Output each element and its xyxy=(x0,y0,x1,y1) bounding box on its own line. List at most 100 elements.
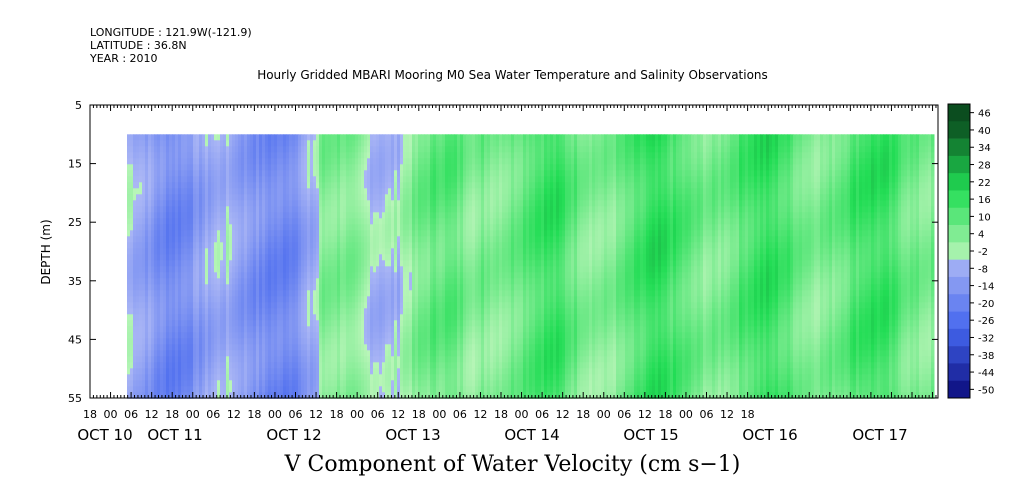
field-cell xyxy=(361,212,365,219)
field-cell xyxy=(193,368,197,375)
field-cell xyxy=(325,152,329,159)
field-cell xyxy=(433,272,437,279)
field-cell xyxy=(388,332,392,339)
field-cell xyxy=(421,338,425,345)
field-cell xyxy=(133,302,137,309)
field-cell xyxy=(274,320,278,327)
field-cell xyxy=(460,314,464,321)
field-cell xyxy=(157,230,161,237)
field-cell xyxy=(235,242,239,249)
field-cell xyxy=(394,380,398,387)
field-cell xyxy=(364,308,368,315)
field-cell xyxy=(454,338,458,345)
field-cell xyxy=(433,284,437,291)
field-cell xyxy=(403,194,407,201)
field-cell xyxy=(214,308,218,315)
field-cell xyxy=(178,284,182,291)
field-cell xyxy=(202,200,206,207)
field-cell xyxy=(307,230,311,237)
field-cell xyxy=(313,254,317,261)
field-cell xyxy=(310,344,314,351)
field-cell xyxy=(208,272,212,279)
field-cell xyxy=(304,344,308,351)
field-cell xyxy=(274,326,278,333)
field-cell xyxy=(232,332,236,339)
field-cell xyxy=(379,296,383,303)
field-cell xyxy=(256,146,260,153)
field-cell xyxy=(148,314,152,321)
field-cell xyxy=(142,194,146,201)
field-cell xyxy=(253,374,257,381)
field-cell xyxy=(298,188,302,195)
field-cell xyxy=(403,320,407,327)
field-cell xyxy=(322,266,326,273)
field-cell xyxy=(370,260,374,267)
field-cell xyxy=(214,338,218,345)
field-cell xyxy=(145,188,149,195)
field-cell xyxy=(400,290,404,297)
field-cell xyxy=(190,248,194,255)
field-cell xyxy=(433,314,437,321)
field-cell xyxy=(127,182,131,189)
field-cell xyxy=(424,218,428,225)
field-cell xyxy=(313,182,317,189)
field-cell xyxy=(301,152,305,159)
field-cell xyxy=(142,338,146,345)
field-cell xyxy=(130,140,134,147)
field-cell xyxy=(421,140,425,147)
field-cell xyxy=(433,218,437,225)
field-cell xyxy=(163,332,167,339)
field-cell xyxy=(463,266,467,273)
field-cell xyxy=(283,236,287,243)
field-cell xyxy=(244,344,248,351)
field-cell xyxy=(460,368,464,375)
field-cell xyxy=(454,218,458,225)
field-cell xyxy=(367,260,371,267)
field-cell xyxy=(313,374,317,381)
field-cell xyxy=(223,182,227,189)
field-cell xyxy=(400,164,404,171)
field-cell xyxy=(307,326,311,333)
field-cell xyxy=(400,308,404,315)
field-cell xyxy=(355,284,359,291)
field-cell xyxy=(454,140,458,147)
field-cell xyxy=(292,356,296,363)
field-cell xyxy=(448,344,452,351)
field-cell xyxy=(310,230,314,237)
field-cell xyxy=(382,302,386,309)
field-cell xyxy=(463,320,467,327)
field-cell xyxy=(364,380,368,387)
field-cell xyxy=(208,314,212,321)
field-cell xyxy=(397,224,401,231)
field-cell xyxy=(364,338,368,345)
field-cell xyxy=(391,230,395,237)
field-cell xyxy=(136,296,140,303)
field-cell xyxy=(322,332,326,339)
field-cell xyxy=(181,260,185,267)
field-cell xyxy=(190,224,194,231)
field-cell xyxy=(358,380,362,387)
field-cell xyxy=(136,194,140,201)
field-cell xyxy=(250,320,254,327)
field-cell xyxy=(199,356,203,363)
field-cell xyxy=(433,326,437,333)
field-cell xyxy=(262,134,266,141)
field-cell xyxy=(211,326,215,333)
field-cell xyxy=(370,392,374,399)
field-cell xyxy=(430,302,434,309)
field-cell xyxy=(445,230,449,237)
field-cell xyxy=(202,290,206,297)
field-cell xyxy=(178,350,182,357)
field-cell xyxy=(358,302,362,309)
field-cell xyxy=(409,170,413,177)
field-cell xyxy=(232,284,236,291)
field-cell xyxy=(334,362,338,369)
field-cell xyxy=(190,374,194,381)
field-cell xyxy=(127,320,131,327)
field-cell xyxy=(376,188,380,195)
field-cell xyxy=(133,230,137,237)
field-cell xyxy=(403,338,407,345)
field-cell xyxy=(232,182,236,189)
field-cell xyxy=(355,206,359,213)
field-cell xyxy=(262,170,266,177)
